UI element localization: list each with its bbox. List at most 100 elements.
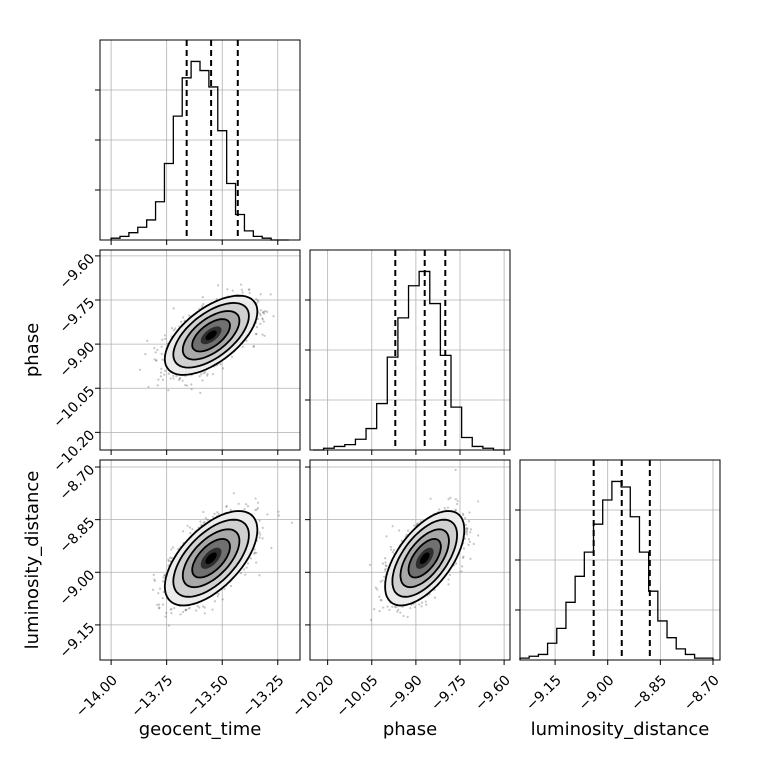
sample-point (167, 624, 170, 627)
sample-point (252, 345, 255, 348)
sample-point (156, 348, 159, 351)
sample-point (221, 598, 224, 601)
sample-point (266, 310, 269, 313)
panel-frame (519, 459, 721, 661)
sample-point (258, 519, 261, 522)
sample-point (248, 291, 251, 295)
histogram-step-luminosity_distance (519, 480, 714, 660)
sample-point (172, 307, 175, 310)
sample-point (165, 611, 168, 615)
sample-point (211, 515, 215, 518)
sample-point (261, 526, 264, 529)
histogram-step-phase (312, 270, 505, 451)
sample-point (161, 378, 165, 381)
sample-point (206, 374, 209, 377)
sample-point (257, 300, 260, 303)
sample-point (253, 551, 256, 554)
sample-point (190, 383, 193, 386)
sample-point (254, 497, 257, 500)
sample-point (253, 548, 256, 551)
sample-point (163, 334, 166, 337)
sample-point (157, 592, 160, 595)
sample-point (219, 363, 222, 366)
sample-point (229, 508, 232, 511)
sample-point (258, 536, 261, 539)
sample-point (206, 518, 209, 521)
sample-point (204, 371, 207, 374)
panel-frame (309, 249, 511, 451)
sample-point (256, 501, 260, 504)
sample-point (146, 339, 149, 342)
sample-point (261, 317, 264, 320)
sample-point (258, 312, 261, 315)
sample-point (259, 322, 262, 325)
sample-point (202, 303, 205, 306)
sample-point (170, 607, 173, 611)
histogram-panel-geocent_time (95, 39, 301, 241)
sample-point (153, 346, 156, 350)
contour-2 (181, 310, 241, 361)
sample-point (203, 612, 206, 615)
sample-point (153, 578, 156, 581)
sample-point (199, 520, 202, 523)
sample-point (261, 318, 264, 321)
histogram-panel-luminosity_distance (515, 459, 721, 661)
sample-point (184, 383, 187, 387)
sample-point (239, 572, 243, 575)
sample-point (245, 566, 248, 569)
sample-point (169, 377, 172, 380)
sample-point (256, 299, 259, 302)
sample-point (290, 521, 294, 524)
sample-point (159, 375, 163, 378)
sample-point (217, 592, 220, 596)
sample-point (196, 604, 199, 608)
sample-point (202, 510, 205, 514)
sample-point (256, 506, 260, 510)
scatter-panel-luminosity_distance-vs-geocent_time (99, 459, 301, 661)
sample-point (232, 492, 235, 495)
sample-point (263, 309, 267, 313)
panel-frame (99, 39, 301, 241)
sample-point (177, 378, 181, 382)
sample-point (230, 355, 234, 358)
sample-point (248, 288, 251, 291)
sample-point (239, 283, 243, 286)
sample-point (144, 353, 147, 356)
sample-point (225, 504, 228, 508)
sample-point (186, 384, 189, 387)
sample-point (195, 609, 198, 612)
sample-point (154, 359, 158, 362)
sample-point (167, 389, 170, 392)
sample-point (157, 378, 160, 381)
panel-contents (100, 460, 300, 660)
sample-point (216, 284, 220, 287)
sample-point (162, 590, 165, 594)
sample-point (201, 379, 204, 382)
sample-point (188, 314, 191, 317)
sample-point (242, 568, 246, 571)
sample-point (171, 546, 175, 549)
sample-point (211, 608, 214, 611)
sample-point (184, 609, 187, 612)
sample-point (269, 293, 272, 296)
sample-point (259, 533, 262, 536)
sample-point (181, 530, 185, 533)
sample-point (202, 371, 205, 375)
sample-point (161, 603, 165, 606)
sample-point (254, 508, 257, 512)
sample-point (277, 514, 280, 517)
sample-point (170, 556, 173, 560)
sample-point (241, 345, 244, 348)
sample-point (156, 603, 159, 607)
sample-point (190, 388, 193, 391)
sample-point (223, 587, 226, 590)
sample-point (158, 606, 161, 609)
sample-point (172, 329, 175, 332)
sample-point (262, 320, 265, 323)
sample-point (255, 332, 258, 336)
sample-point (158, 587, 162, 590)
sample-point (247, 288, 251, 291)
sample-point (160, 367, 163, 370)
sample-point (243, 508, 246, 511)
sample-point (255, 551, 258, 554)
